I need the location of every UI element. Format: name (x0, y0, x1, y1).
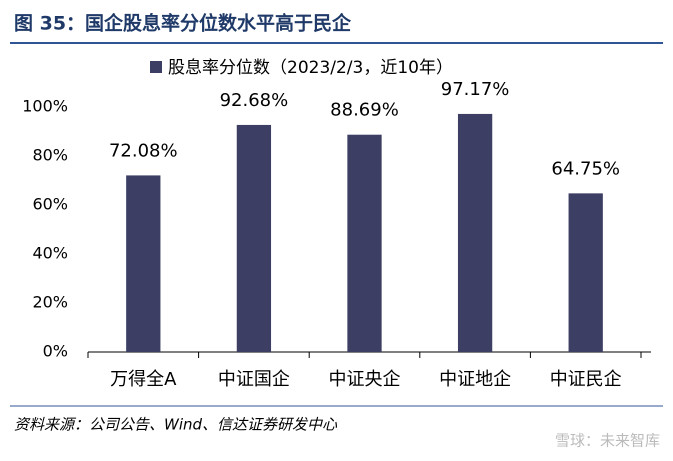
bar (457, 113, 493, 352)
value-label: 64.75% (551, 158, 620, 179)
y-tick-label: 80% (32, 146, 68, 165)
value-label: 97.17% (441, 79, 510, 100)
legend-swatch (150, 61, 162, 73)
value-label: 92.68% (220, 90, 289, 111)
watermark: 雪球：未来智库 (555, 432, 660, 450)
x-tick-label: 中证央企 (329, 369, 401, 390)
bar (236, 124, 272, 353)
source-note: 资料来源：公司公告、Wind、信达证券研发中心 (14, 416, 338, 434)
value-label: 72.08% (109, 140, 178, 161)
x-tick-label: 万得全A (110, 369, 177, 390)
figure-title: 图 35：国企股息率分位数水平高于民企 (14, 12, 352, 35)
y-tick-label: 20% (32, 293, 68, 312)
x-tick-label: 中证地企 (439, 369, 511, 390)
bar (568, 193, 603, 352)
y-tick-label: 40% (32, 244, 68, 263)
x-tick-label: 中证国企 (218, 369, 290, 390)
x-tick-label: 中证民企 (550, 369, 622, 390)
legend-label: 股息率分位数（2023/2/3，近10年） (168, 58, 453, 78)
y-tick-label: 60% (32, 195, 68, 214)
y-tick-label: 100% (22, 97, 68, 116)
value-label: 88.69% (330, 100, 399, 121)
y-tick-label: 0% (43, 342, 68, 361)
bar (126, 175, 161, 352)
bar (347, 134, 382, 352)
